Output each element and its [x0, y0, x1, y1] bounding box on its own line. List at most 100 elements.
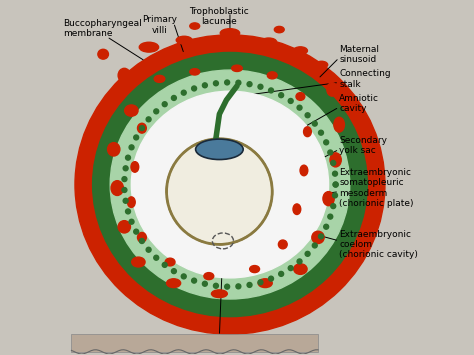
Ellipse shape	[139, 42, 159, 52]
Circle shape	[122, 187, 127, 192]
Circle shape	[134, 229, 139, 234]
Ellipse shape	[154, 75, 165, 82]
Circle shape	[202, 83, 207, 88]
Ellipse shape	[204, 273, 214, 280]
Ellipse shape	[128, 197, 135, 207]
Ellipse shape	[274, 26, 284, 33]
Ellipse shape	[296, 93, 305, 100]
Circle shape	[297, 259, 302, 264]
Circle shape	[324, 224, 328, 229]
Circle shape	[333, 171, 337, 176]
Circle shape	[129, 145, 134, 150]
Ellipse shape	[334, 117, 345, 132]
Circle shape	[191, 278, 197, 283]
Ellipse shape	[75, 35, 385, 334]
Ellipse shape	[98, 49, 109, 59]
Circle shape	[166, 139, 272, 245]
Ellipse shape	[197, 140, 242, 159]
Circle shape	[258, 84, 263, 89]
Circle shape	[279, 272, 283, 276]
Text: Trophoblastic
lacunae: Trophoblastic lacunae	[190, 7, 249, 26]
Ellipse shape	[323, 192, 334, 206]
Circle shape	[172, 95, 176, 100]
Circle shape	[146, 117, 151, 122]
Circle shape	[123, 166, 128, 171]
Circle shape	[139, 126, 145, 131]
Circle shape	[297, 105, 302, 110]
Circle shape	[126, 155, 130, 160]
Ellipse shape	[261, 38, 277, 46]
Ellipse shape	[137, 233, 146, 242]
Text: Connecting
stalk: Connecting stalk	[339, 69, 391, 89]
Ellipse shape	[294, 264, 307, 274]
Ellipse shape	[303, 127, 311, 137]
Circle shape	[324, 140, 328, 145]
Circle shape	[247, 283, 252, 288]
Ellipse shape	[108, 143, 120, 156]
Ellipse shape	[300, 165, 308, 176]
FancyBboxPatch shape	[72, 334, 318, 352]
Circle shape	[312, 121, 317, 126]
Circle shape	[288, 266, 293, 271]
Circle shape	[225, 80, 229, 85]
Circle shape	[258, 280, 263, 285]
Text: Extraembryonic
coelom
(chorionic cavity): Extraembryonic coelom (chorionic cavity)	[339, 230, 418, 259]
Text: Extraembryonic
somatopleuric
mesoderm
(chorionic plate): Extraembryonic somatopleuric mesoderm (c…	[339, 168, 414, 208]
Text: Exocoelomic cyst: Exocoelomic cyst	[180, 338, 259, 346]
Circle shape	[319, 234, 323, 239]
Circle shape	[236, 284, 241, 289]
Circle shape	[191, 86, 197, 91]
Circle shape	[288, 98, 293, 103]
Circle shape	[328, 214, 333, 219]
Ellipse shape	[190, 23, 200, 29]
Circle shape	[202, 281, 207, 286]
Circle shape	[123, 198, 128, 203]
Circle shape	[154, 109, 159, 114]
Circle shape	[134, 135, 139, 140]
Ellipse shape	[131, 162, 139, 172]
Circle shape	[162, 262, 167, 267]
Circle shape	[146, 247, 151, 252]
Circle shape	[181, 274, 186, 279]
Ellipse shape	[330, 153, 341, 167]
Ellipse shape	[220, 29, 240, 38]
Ellipse shape	[92, 53, 367, 317]
Circle shape	[305, 113, 310, 118]
Circle shape	[162, 102, 167, 106]
Circle shape	[305, 251, 310, 256]
Ellipse shape	[110, 70, 350, 299]
Circle shape	[269, 88, 273, 93]
Ellipse shape	[118, 68, 130, 82]
Ellipse shape	[278, 240, 287, 249]
Circle shape	[122, 177, 127, 181]
Text: Secondary
yolk sac: Secondary yolk sac	[339, 136, 387, 155]
Ellipse shape	[315, 61, 328, 68]
Circle shape	[333, 193, 337, 198]
Circle shape	[279, 93, 283, 98]
Ellipse shape	[258, 279, 272, 288]
Circle shape	[333, 182, 338, 187]
Circle shape	[213, 81, 219, 86]
Circle shape	[139, 239, 145, 244]
Circle shape	[319, 130, 323, 135]
Circle shape	[154, 255, 159, 260]
Circle shape	[312, 243, 317, 248]
Circle shape	[213, 283, 219, 288]
Circle shape	[129, 219, 134, 224]
Ellipse shape	[176, 36, 192, 44]
Ellipse shape	[250, 266, 260, 273]
Ellipse shape	[63, 22, 397, 346]
Text: Primary
villi: Primary villi	[142, 16, 177, 35]
Ellipse shape	[211, 290, 228, 297]
Circle shape	[236, 80, 241, 85]
Ellipse shape	[312, 231, 324, 244]
Circle shape	[331, 204, 336, 209]
Ellipse shape	[125, 105, 138, 116]
Ellipse shape	[111, 181, 123, 196]
Ellipse shape	[118, 221, 130, 233]
Circle shape	[333, 182, 338, 187]
Text: Buccopharyngeal
membrane: Buccopharyngeal membrane	[63, 19, 141, 38]
Ellipse shape	[165, 258, 175, 266]
Circle shape	[225, 284, 229, 289]
Text: Maternal
sinusoid: Maternal sinusoid	[339, 44, 379, 64]
